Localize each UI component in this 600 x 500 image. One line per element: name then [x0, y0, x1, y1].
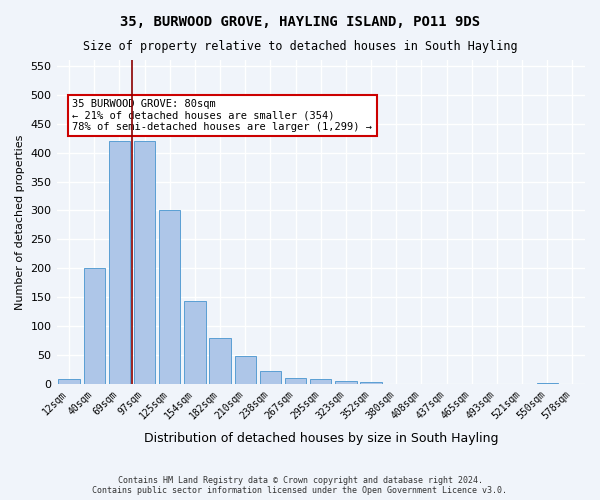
Text: Contains HM Land Registry data © Crown copyright and database right 2024.
Contai: Contains HM Land Registry data © Crown c…	[92, 476, 508, 495]
Bar	[159, 210, 181, 384]
Text: Size of property relative to detached houses in South Hayling: Size of property relative to detached ho…	[83, 40, 517, 53]
Bar	[209, 338, 231, 384]
Y-axis label: Number of detached properties: Number of detached properties	[15, 134, 25, 310]
X-axis label: Distribution of detached houses by size in South Hayling: Distribution of detached houses by size …	[143, 432, 498, 445]
Bar	[58, 380, 80, 384]
Bar	[109, 141, 130, 384]
Text: 35, BURWOOD GROVE, HAYLING ISLAND, PO11 9DS: 35, BURWOOD GROVE, HAYLING ISLAND, PO11 …	[120, 15, 480, 29]
Bar	[134, 141, 155, 384]
Bar	[83, 268, 105, 384]
Bar	[361, 382, 382, 384]
Bar	[335, 381, 356, 384]
Bar	[536, 383, 558, 384]
Bar	[260, 370, 281, 384]
Bar	[235, 356, 256, 384]
Text: 35 BURWOOD GROVE: 80sqm
← 21% of detached houses are smaller (354)
78% of semi-d: 35 BURWOOD GROVE: 80sqm ← 21% of detache…	[73, 99, 373, 132]
Bar	[285, 378, 307, 384]
Bar	[310, 380, 331, 384]
Bar	[184, 302, 206, 384]
